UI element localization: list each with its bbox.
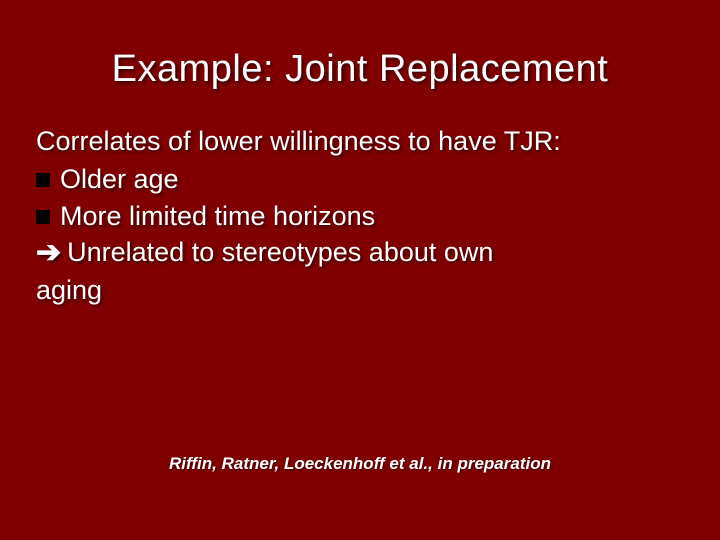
- slide: Example: Joint Replacement Correlates of…: [0, 0, 720, 540]
- arrow-icon: ➔: [36, 234, 61, 272]
- lead-text: Correlates of lower willingness to have …: [36, 123, 684, 159]
- arrow-item: ➔ Unrelated to stereotypes about own: [36, 234, 684, 272]
- wrap-text: aging: [36, 272, 684, 308]
- arrow-text: Unrelated to stereotypes about own: [67, 234, 493, 270]
- square-bullet-icon: [36, 173, 50, 187]
- bullet-text: More limited time horizons: [60, 198, 375, 234]
- bullet-item: Older age: [36, 161, 684, 197]
- slide-body: Correlates of lower willingness to have …: [0, 123, 720, 308]
- square-bullet-icon: [36, 210, 50, 224]
- bullet-item: More limited time horizons: [36, 198, 684, 234]
- bullet-text: Older age: [60, 161, 179, 197]
- citation: Riffin, Ratner, Loeckenhoff et al., in p…: [0, 454, 720, 474]
- slide-title: Example: Joint Replacement: [0, 0, 720, 123]
